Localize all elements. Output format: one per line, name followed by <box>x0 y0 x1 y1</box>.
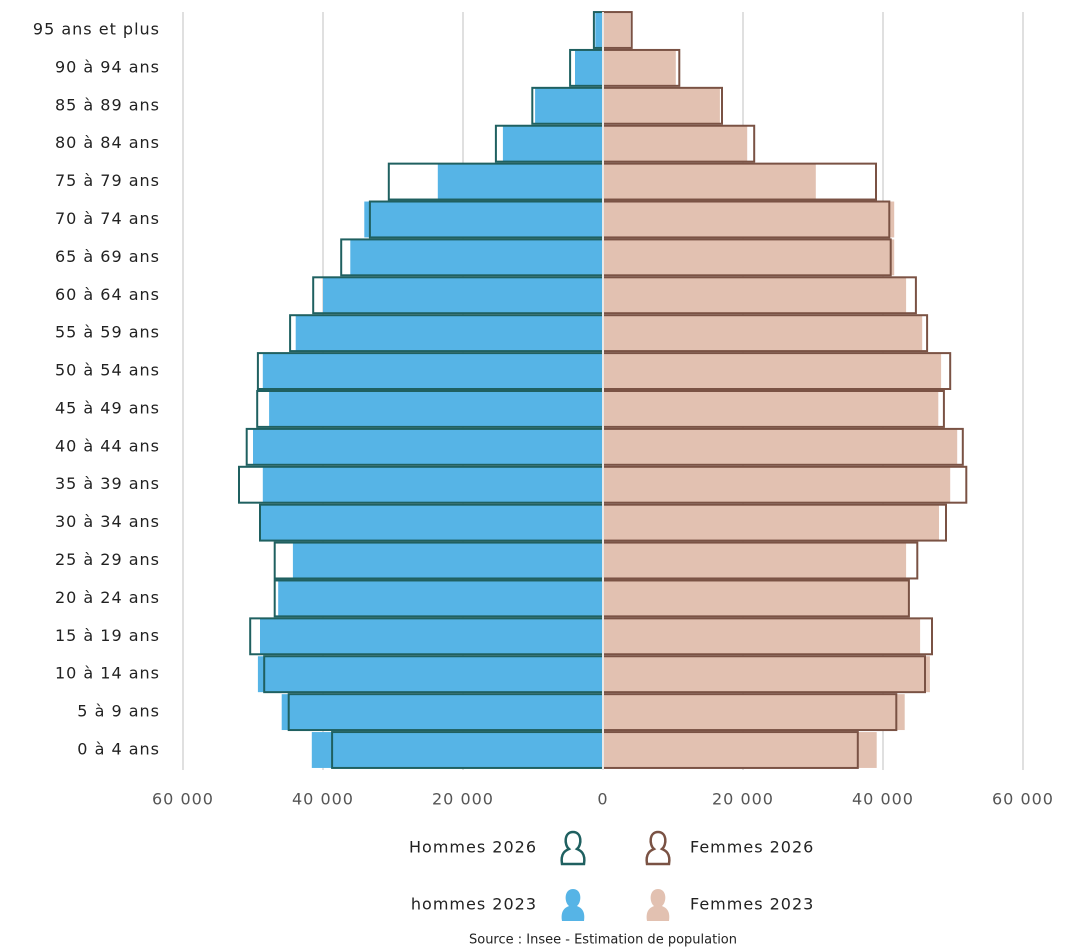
legend-icon <box>647 832 670 864</box>
y-tick-label: 65 à 69 ans <box>55 247 160 266</box>
bar <box>293 543 603 579</box>
y-tick-label: 5 à 9 ans <box>77 702 160 721</box>
bar <box>595 12 603 48</box>
x-tick-label: 0 <box>597 790 608 809</box>
bar <box>603 391 938 427</box>
bar <box>575 50 603 86</box>
bar <box>260 618 603 654</box>
bar <box>603 505 939 541</box>
bar <box>603 353 941 389</box>
bar <box>282 694 603 730</box>
bar <box>603 277 906 313</box>
bar <box>296 315 603 351</box>
legend-label: Femmes 2026 <box>690 838 814 857</box>
y-tick-label: 50 à 54 ans <box>55 361 160 380</box>
x-tick-label: 60 000 <box>152 790 214 809</box>
bar <box>603 656 930 692</box>
y-tick-label: 95 ans et plus <box>33 20 160 39</box>
bar <box>603 429 957 465</box>
legend-icon <box>562 832 585 864</box>
chart: Source : Insee - Estimation de populatio… <box>0 0 1070 952</box>
bar <box>603 694 905 730</box>
x-tick-label: 20 000 <box>432 790 494 809</box>
legend-icon <box>562 889 585 921</box>
bar <box>603 164 816 200</box>
bar <box>263 353 603 389</box>
y-tick-label: 45 à 49 ans <box>55 398 160 417</box>
bar <box>603 202 894 238</box>
y-tick-label: 70 à 74 ans <box>55 209 160 228</box>
x-tick-label: 20 000 <box>712 790 774 809</box>
y-tick-label: 35 à 39 ans <box>55 474 160 493</box>
bar <box>603 618 920 654</box>
bar <box>603 315 922 351</box>
source: Source : Insee - Estimation de populatio… <box>469 933 737 948</box>
y-tick-label: 0 à 4 ans <box>77 740 160 759</box>
y-tick-label: 75 à 79 ans <box>55 171 160 190</box>
y-tick-label: 90 à 94 ans <box>55 57 160 76</box>
bar <box>323 277 603 313</box>
y-tick-label: 85 à 89 ans <box>55 95 160 114</box>
x-tick-label: 40 000 <box>852 790 914 809</box>
bar <box>603 50 676 86</box>
bar <box>603 467 950 503</box>
legend-label: hommes 2023 <box>411 895 537 914</box>
y-tick-label: 10 à 14 ans <box>55 664 160 683</box>
bar <box>278 580 603 616</box>
x-tick-label: 60 000 <box>992 790 1054 809</box>
bar <box>603 88 720 124</box>
y-tick-label: 25 à 29 ans <box>55 550 160 569</box>
bar <box>350 239 603 275</box>
bar <box>535 88 603 124</box>
bar <box>603 543 906 579</box>
y-tick-label: 55 à 59 ans <box>55 323 160 342</box>
y-tick-label: 30 à 34 ans <box>55 512 160 531</box>
bar <box>603 580 909 616</box>
x-tick-label: 40 000 <box>292 790 354 809</box>
legend-label: Hommes 2026 <box>409 838 537 857</box>
bar <box>438 164 603 200</box>
legend-label: Femmes 2023 <box>690 895 814 914</box>
bar <box>603 732 877 768</box>
legend-icon <box>647 889 670 921</box>
bar <box>364 202 603 238</box>
bar <box>603 239 894 275</box>
bar <box>258 656 603 692</box>
bar <box>269 391 603 427</box>
y-tick-label: 60 à 64 ans <box>55 285 160 304</box>
y-tick-label: 20 à 24 ans <box>55 588 160 607</box>
y-tick-label: 40 à 44 ans <box>55 436 160 455</box>
bar <box>261 505 603 541</box>
bar <box>312 732 603 768</box>
bar <box>503 126 603 162</box>
y-tick-label: 15 à 19 ans <box>55 626 160 645</box>
bar <box>253 429 603 465</box>
bar <box>263 467 603 503</box>
y-tick-label: 80 à 84 ans <box>55 133 160 152</box>
bar <box>603 126 747 162</box>
bar <box>603 12 630 48</box>
